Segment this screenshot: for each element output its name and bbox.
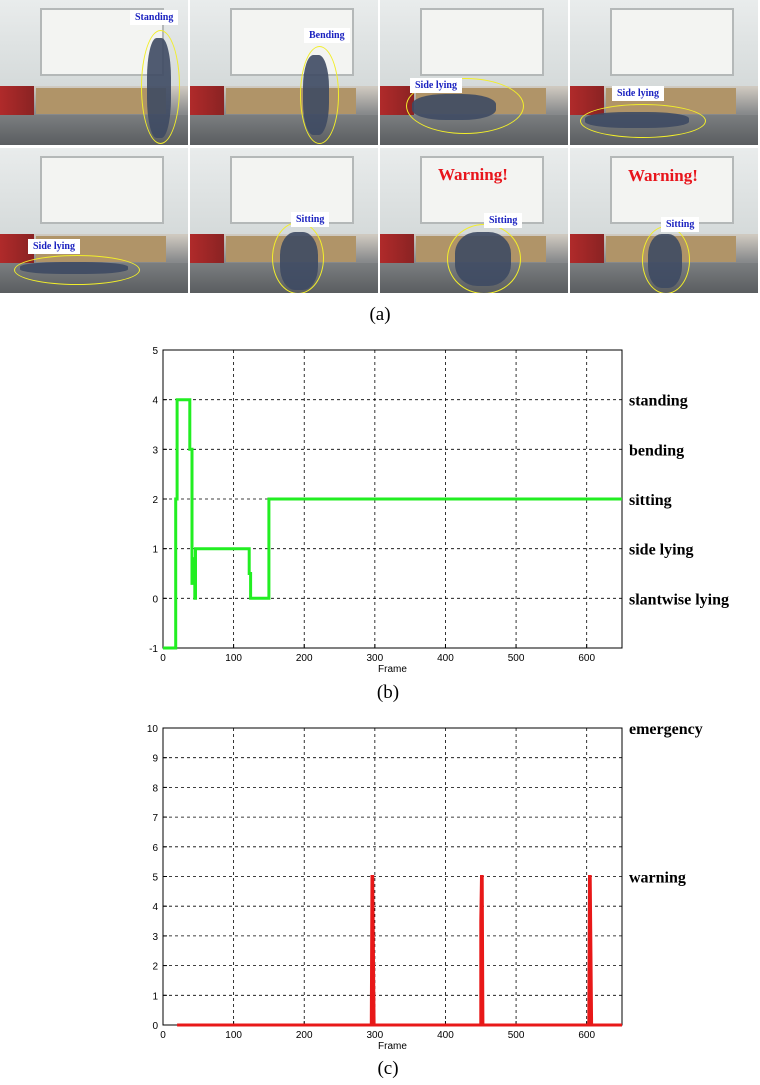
y-tick-label: 3 <box>152 932 158 943</box>
detection-ellipse <box>447 224 521 293</box>
detection-ellipse <box>406 78 524 134</box>
detection-ellipse <box>141 30 180 144</box>
video-frame: Bending <box>190 0 378 145</box>
state-label: emergency <box>629 721 703 738</box>
video-frame: Sitting Warning! <box>570 148 758 293</box>
posture-label: Side lying <box>28 239 80 254</box>
lockers <box>190 234 224 264</box>
state-label: side lying <box>629 542 693 559</box>
detection-ellipse <box>300 46 339 144</box>
warning-label: Warning! <box>438 165 508 184</box>
x-tick-label: 600 <box>578 653 595 664</box>
whiteboard <box>610 8 734 76</box>
y-tick-label: 9 <box>152 754 158 765</box>
posture-label: Sitting <box>484 213 523 228</box>
video-frames-panel: Standing Bending Side lying Side lying Side … <box>0 0 760 294</box>
x-tick-label: 400 <box>437 1030 454 1041</box>
posture-label: Bending <box>304 28 350 43</box>
detection-ellipse <box>642 226 690 293</box>
x-tick-label: 500 <box>508 653 525 664</box>
state-label: bending <box>629 442 684 459</box>
data-series-line <box>163 398 622 650</box>
lockers <box>570 234 604 264</box>
y-tick-label: 8 <box>152 783 158 794</box>
x-axis-label: Frame <box>378 664 407 675</box>
lockers <box>380 234 414 264</box>
y-tick-label: 3 <box>152 445 158 456</box>
detection-ellipse <box>14 255 140 285</box>
caption-a: (a) <box>369 304 391 325</box>
whiteboard <box>420 156 544 224</box>
state-label: sitting <box>629 492 672 509</box>
x-tick-label: 100 <box>225 653 242 664</box>
y-tick-label: 1 <box>152 545 158 556</box>
posture-label: Standing <box>130 10 179 25</box>
x-tick-label: 300 <box>367 653 384 664</box>
y-tick-label: 2 <box>152 962 158 973</box>
y-tick-label: -1 <box>149 644 158 655</box>
video-frame: Sitting <box>190 148 378 293</box>
caption-c: (c) <box>377 1058 399 1079</box>
state-label: warning <box>629 870 686 887</box>
y-tick-label: 4 <box>152 396 158 407</box>
detection-ellipse <box>272 222 324 293</box>
posture-label: Sitting <box>291 212 330 227</box>
y-tick-label: 1 <box>152 991 158 1002</box>
y-tick-label: 4 <box>152 902 158 913</box>
video-frame: Sitting Warning! <box>380 148 568 293</box>
lockers <box>190 86 224 116</box>
caption-b: (b) <box>376 682 400 703</box>
y-tick-label: 0 <box>152 1021 158 1032</box>
y-tick-label: 7 <box>152 813 158 824</box>
x-tick-label: 100 <box>225 1030 242 1041</box>
alarm-chart: 0 100 200 300 400 500 600 0 1 2 3 4 5 6 7 8 9 10 Frame emer… <box>147 721 703 1052</box>
whiteboard <box>420 8 544 76</box>
y-tick-label: 5 <box>152 346 158 357</box>
y-tick-label: 5 <box>152 873 158 884</box>
x-tick-label: 200 <box>296 1030 313 1041</box>
detection-ellipse <box>580 104 706 138</box>
posture-label: Sitting <box>661 217 700 232</box>
state-label: standing <box>629 393 688 410</box>
x-tick-label: 400 <box>437 653 454 664</box>
x-tick-label: 0 <box>160 1030 166 1041</box>
x-tick-label: 500 <box>508 1030 525 1041</box>
posture-label: Side lying <box>612 86 664 101</box>
x-axis-label: Frame <box>378 1041 407 1052</box>
warning-label: Warning! <box>628 166 698 185</box>
posture-label: Side lying <box>410 78 462 93</box>
y-tick-label: 2 <box>152 495 158 506</box>
floor <box>190 115 378 145</box>
y-tick-label: 0 <box>152 594 158 605</box>
y-tick-label: 10 <box>147 724 159 735</box>
state-label: slantwise lying <box>629 591 729 608</box>
x-tick-label: 0 <box>160 653 166 664</box>
video-frame: Side lying <box>570 0 758 145</box>
lockers <box>0 86 34 116</box>
posture-chart: 0 100 200 300 400 500 600-1012345Framestanding… <box>149 346 729 675</box>
x-tick-label: 200 <box>296 653 313 664</box>
whiteboard <box>40 156 164 224</box>
y-tick-label: 6 <box>152 843 158 854</box>
video-frame: Side lying <box>0 148 188 293</box>
whiteboard <box>610 156 734 224</box>
video-frame: Side lying <box>380 0 568 145</box>
x-tick-label: 600 <box>578 1030 595 1041</box>
x-tick-label: 300 <box>367 1030 384 1041</box>
data-series-line <box>177 875 622 1027</box>
video-frame: Standing <box>0 0 188 145</box>
